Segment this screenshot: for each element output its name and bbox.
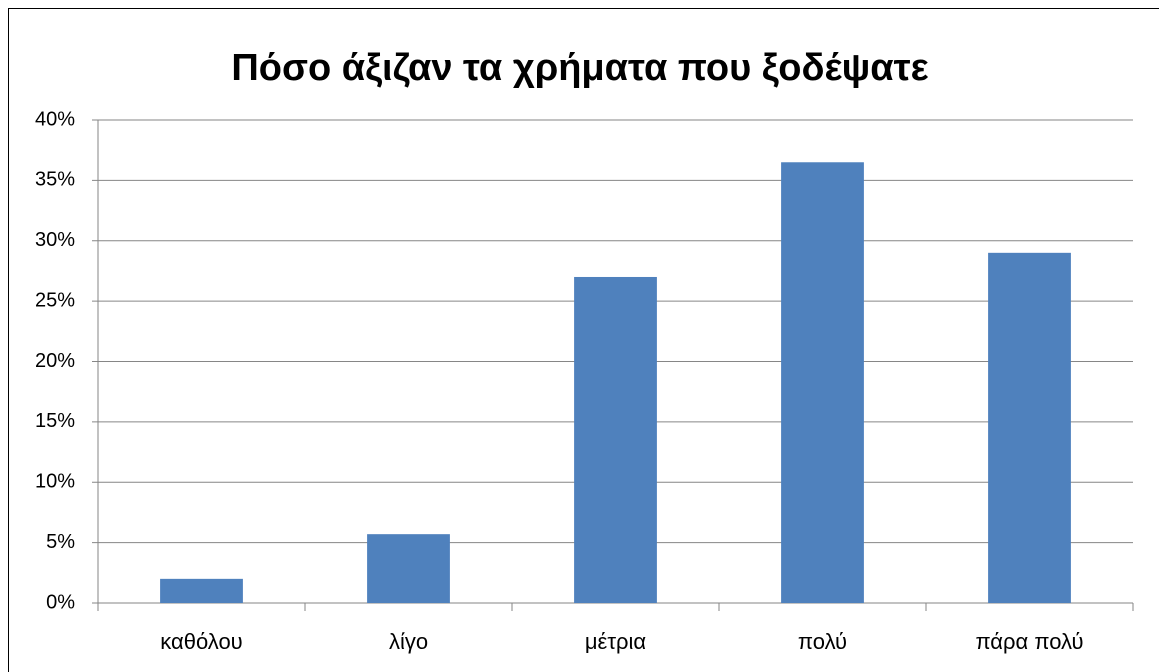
bar [781, 162, 864, 603]
y-tick-label: 35% [35, 169, 75, 191]
y-tick-label: 0% [46, 591, 75, 613]
chart-title: Πόσο άξιζαν τα χρήματα που ξοδέψατε [231, 47, 928, 89]
y-tick-label: 15% [35, 410, 75, 432]
y-tick-label: 20% [35, 350, 75, 372]
y-tick-label: 5% [46, 531, 75, 553]
y-tick-label: 40% [35, 108, 75, 130]
x-tick-label: μέτρια [585, 629, 647, 654]
x-tick-label: καθόλου [160, 629, 242, 654]
bar [574, 276, 657, 603]
bar [160, 578, 243, 603]
bar [988, 252, 1071, 603]
y-tick-label: 30% [35, 229, 75, 251]
x-tick-label: λίγο [389, 629, 428, 654]
x-tick-label: πάρα πολύ [975, 629, 1083, 654]
y-tick-label: 10% [35, 471, 75, 493]
bar [367, 534, 450, 603]
x-tick-label: πολύ [798, 629, 847, 654]
y-tick-label: 25% [35, 289, 75, 311]
